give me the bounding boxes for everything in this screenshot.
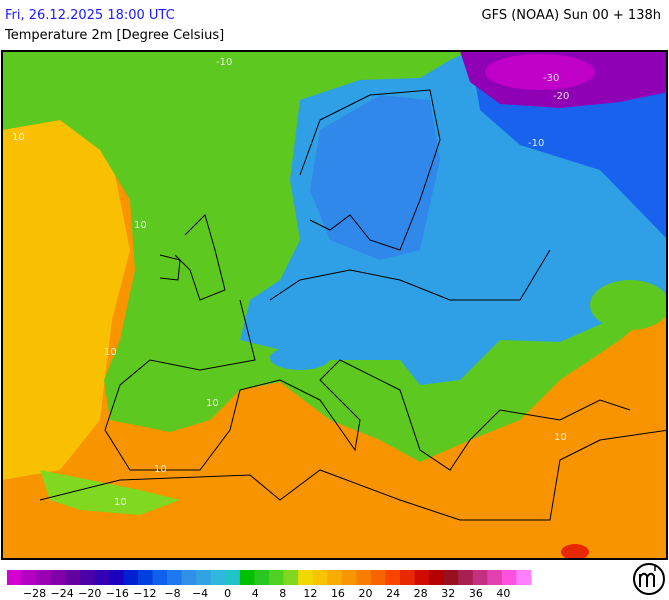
color-legend: −28 −24 −20 −16 −12 −8 −4 0 4 8 12 16 20 24 28 32 36 40 — [7, 570, 532, 600]
legend-swatch — [210, 570, 226, 585]
legend-label: −4 — [192, 587, 208, 600]
logo — [633, 563, 665, 595]
legend-swatch — [123, 570, 139, 585]
legend-swatch — [312, 570, 328, 585]
legend-label: −16 — [106, 587, 129, 600]
alps-cold — [270, 346, 330, 370]
legend-swatch — [458, 570, 474, 585]
contour-label: 10 — [154, 464, 167, 475]
legend-swatch — [443, 570, 459, 585]
model-info: GFS (NOAA) Sun 00 + 138h — [482, 8, 661, 23]
contour-label: -10 — [216, 57, 232, 68]
legend-swatch — [429, 570, 445, 585]
contour-label: 10 — [104, 347, 117, 358]
scandinavia-cold — [310, 95, 440, 260]
legend-swatch — [472, 570, 488, 585]
atlantic-warm — [2, 120, 130, 480]
legend-label: 16 — [331, 587, 345, 600]
extreme-cold-core — [485, 54, 595, 90]
legend-swatch — [487, 570, 503, 585]
legend-label: 32 — [441, 587, 455, 600]
legend-swatch — [327, 570, 343, 585]
coastlines — [39, 89, 667, 521]
legend-label: −8 — [164, 587, 180, 600]
contour-labels: 10 -10 10 10 10 10 10 -30 -20 -10 10 — [12, 57, 569, 508]
legend-swatch — [341, 570, 357, 585]
legend-label: −28 — [23, 587, 46, 600]
legend-swatch — [370, 570, 386, 585]
legend-swatch — [225, 570, 241, 585]
mild-patch — [590, 280, 667, 330]
legend-label: 36 — [469, 587, 483, 600]
legend-swatch — [501, 570, 517, 585]
legend-label: 4 — [252, 587, 259, 600]
legend-label: 8 — [279, 587, 286, 600]
legend-swatch — [108, 570, 124, 585]
legend-swatch — [196, 570, 212, 585]
atlas-mild — [40, 470, 180, 515]
contour-label: 10 — [114, 497, 127, 508]
legend-swatch — [50, 570, 66, 585]
legend-swatch — [65, 570, 81, 585]
legend-swatch — [94, 570, 110, 585]
legend-label: −12 — [133, 587, 156, 600]
legend-swatch — [283, 570, 299, 585]
hot-spot — [561, 544, 589, 559]
map-title: Temperature 2m [Degree Celsius] — [4, 28, 224, 43]
legend-label: 20 — [359, 587, 373, 600]
legend-swatch — [239, 570, 255, 585]
legend-swatch — [516, 570, 532, 585]
legend-swatch — [152, 570, 168, 585]
legend-swatch — [181, 570, 197, 585]
contour-label: 10 — [206, 398, 219, 409]
legend-swatch — [269, 570, 284, 585]
forecast-date: Fri, 26.12.2025 18:00 UTC — [5, 8, 175, 23]
legend-label: 28 — [414, 587, 428, 600]
legend-swatch — [356, 570, 372, 585]
legend-swatch — [167, 570, 183, 585]
contour-label: 10 — [12, 132, 25, 143]
legend-swatch — [385, 570, 401, 585]
legend-label: −24 — [51, 587, 74, 600]
legend-label: −20 — [78, 587, 101, 600]
map: 10 -10 10 10 10 10 10 -30 -20 -10 10 — [1, 50, 668, 560]
legend-label: 40 — [496, 587, 510, 600]
contour-label: -10 — [528, 138, 544, 149]
legend-swatch — [400, 570, 415, 585]
map-frame — [1, 50, 668, 560]
contour-label: 10 — [134, 220, 147, 231]
legend-swatch — [298, 570, 314, 585]
legend-swatch — [414, 570, 430, 585]
contour-label: 10 — [554, 432, 567, 443]
legend-swatch — [79, 570, 95, 585]
legend-label: 24 — [386, 587, 400, 600]
contour-label: -30 — [543, 73, 559, 84]
legend-swatch — [138, 570, 153, 585]
legend-swatch — [7, 570, 22, 585]
legend-label: 0 — [224, 587, 231, 600]
legend-swatch — [36, 570, 52, 585]
legend-swatch — [21, 570, 37, 585]
legend-label: 12 — [303, 587, 317, 600]
legend-swatch — [254, 570, 270, 585]
contour-label: -20 — [553, 91, 569, 102]
